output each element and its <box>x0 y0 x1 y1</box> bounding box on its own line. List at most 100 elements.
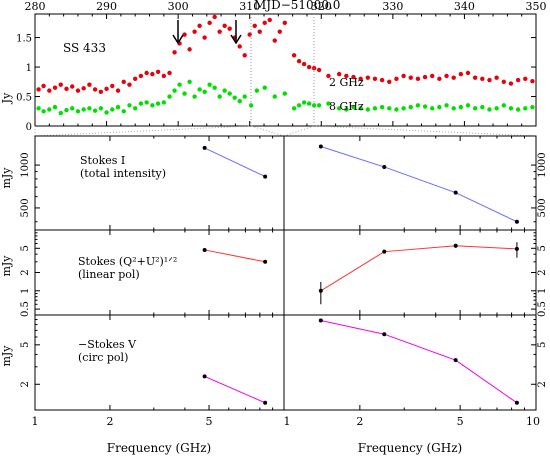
data-point-8ghz <box>212 85 217 90</box>
data-point-8ghz <box>501 103 506 108</box>
data-point-8ghz <box>242 94 247 99</box>
x-tick-label: 290 <box>96 0 117 13</box>
data-point-2ghz <box>358 76 363 82</box>
data-point-8ghz <box>248 103 254 108</box>
data-point-8ghz <box>182 91 187 96</box>
data-point-8ghz <box>161 100 167 105</box>
data-point-8ghz <box>262 85 267 90</box>
data-point-2ghz <box>465 70 471 76</box>
data-point-right <box>514 400 519 405</box>
data-point-8ghz <box>222 88 227 93</box>
data-point-2ghz <box>365 75 371 80</box>
data-point-8ghz <box>408 104 413 110</box>
arrow-down-icon <box>172 20 184 45</box>
data-point-2ghz <box>98 89 104 95</box>
data-point-8ghz <box>472 106 478 111</box>
x-tick-label: 1 <box>284 415 291 428</box>
data-point-2ghz <box>115 88 121 93</box>
lightcurve-frame <box>34 13 537 127</box>
data-point-8ghz <box>75 109 81 114</box>
x-tick-label: 2 <box>106 415 113 428</box>
data-point-8ghz <box>177 82 182 87</box>
data-point-2ghz <box>422 74 428 80</box>
data-point-8ghz <box>344 107 349 112</box>
stokes-v-line-1: −Stokes V <box>78 338 137 351</box>
data-point-2ghz <box>207 20 212 26</box>
data-point-2ghz <box>182 32 187 37</box>
panel-frame <box>34 135 537 231</box>
data-point-2ghz <box>167 70 172 76</box>
data-point-2ghz <box>192 29 197 34</box>
source-label: SS 433 <box>63 41 106 55</box>
data-point-2ghz <box>252 23 257 28</box>
data-point-2ghz <box>64 86 69 92</box>
y-tick-label-right: 2 <box>537 381 548 387</box>
y-tick-label-left: 5 <box>20 342 31 348</box>
data-point-2ghz <box>301 61 307 67</box>
stokes-v-line-2: (circ pol) <box>78 351 128 364</box>
x-tick-label: 340 <box>454 0 475 13</box>
y-tick-label-right: 2 <box>537 269 548 275</box>
data-point-8ghz <box>282 91 287 96</box>
data-point-8ghz <box>127 103 132 108</box>
data-point-2ghz <box>444 73 449 79</box>
data-point-left <box>202 145 207 150</box>
data-point-2ghz <box>316 67 322 73</box>
data-point-8ghz <box>115 104 121 110</box>
data-point-2ghz <box>291 53 297 58</box>
data-point-2ghz <box>52 85 58 90</box>
x-tick-label: 10 <box>526 415 540 428</box>
data-point-2ghz <box>41 83 46 89</box>
data-point-8ghz <box>36 106 41 111</box>
panel-frame <box>34 314 537 411</box>
ylabel-stokes-v: mJy <box>0 345 13 367</box>
data-point-8ghz <box>296 103 302 108</box>
data-point-8ghz <box>494 106 499 111</box>
x-tick-label: 330 <box>382 0 403 13</box>
y-tick-label-right: 0.5 <box>537 301 548 317</box>
data-point-2ghz <box>336 71 342 77</box>
data-point-2ghz <box>494 75 499 80</box>
data-point-8ghz <box>207 82 212 87</box>
dotted-markers <box>250 14 315 126</box>
data-point-8ghz <box>47 107 52 112</box>
data-point-2ghz <box>408 75 413 80</box>
x-tick-label: 280 <box>25 0 46 13</box>
data-point-2ghz <box>480 76 485 82</box>
data-point-2ghz <box>58 82 63 87</box>
data-point-8ghz <box>365 107 371 112</box>
data-point-2ghz <box>344 73 349 79</box>
data-point-8ghz <box>87 106 92 111</box>
spectrum-panels: 500 500 1000 1000 0.5 0.5 1 1 2 2 5 5 2 2 5 5 1 2 5 1 2 5 10 <box>20 135 548 428</box>
data-point-8ghz <box>138 101 144 106</box>
data-point-2ghz <box>217 29 222 34</box>
arrow-down-icon <box>230 20 242 45</box>
spectrum-row-2: 2 2 5 5 <box>20 314 548 411</box>
data-point-right <box>382 164 387 169</box>
data-point-2ghz <box>401 73 406 79</box>
data-point-8ghz <box>150 103 155 108</box>
data-point-8ghz <box>372 106 378 111</box>
data-point-right <box>382 332 387 337</box>
data-point-2ghz <box>458 71 464 77</box>
data-point-left <box>263 259 268 264</box>
series-line-right <box>320 146 518 223</box>
data-point-8ghz <box>437 104 442 110</box>
data-point-8ghz <box>98 106 104 111</box>
x-tick-label: 5 <box>206 415 213 428</box>
data-point-2ghz <box>104 86 109 92</box>
y-tick-label-left: 1 <box>20 288 31 294</box>
ylabel-stokes-i: mJy <box>0 167 13 189</box>
series-label-8ghz: 8 GHz <box>329 100 364 113</box>
data-point-2ghz <box>267 17 272 23</box>
connector-lines <box>34 125 537 137</box>
stokes-i-line-1: Stokes I <box>80 154 125 167</box>
y-tick-label-left: 2 <box>20 381 31 387</box>
y-tick-label-left: 500 <box>20 198 31 217</box>
data-point-2ghz <box>394 76 399 82</box>
y-tick-label-right: 5 <box>537 342 548 348</box>
data-point-2ghz <box>81 86 86 91</box>
data-point-8ghz <box>515 107 521 112</box>
data-point-2ghz <box>247 32 252 37</box>
spectrum-row-0: 500 500 1000 1000 <box>20 135 548 231</box>
